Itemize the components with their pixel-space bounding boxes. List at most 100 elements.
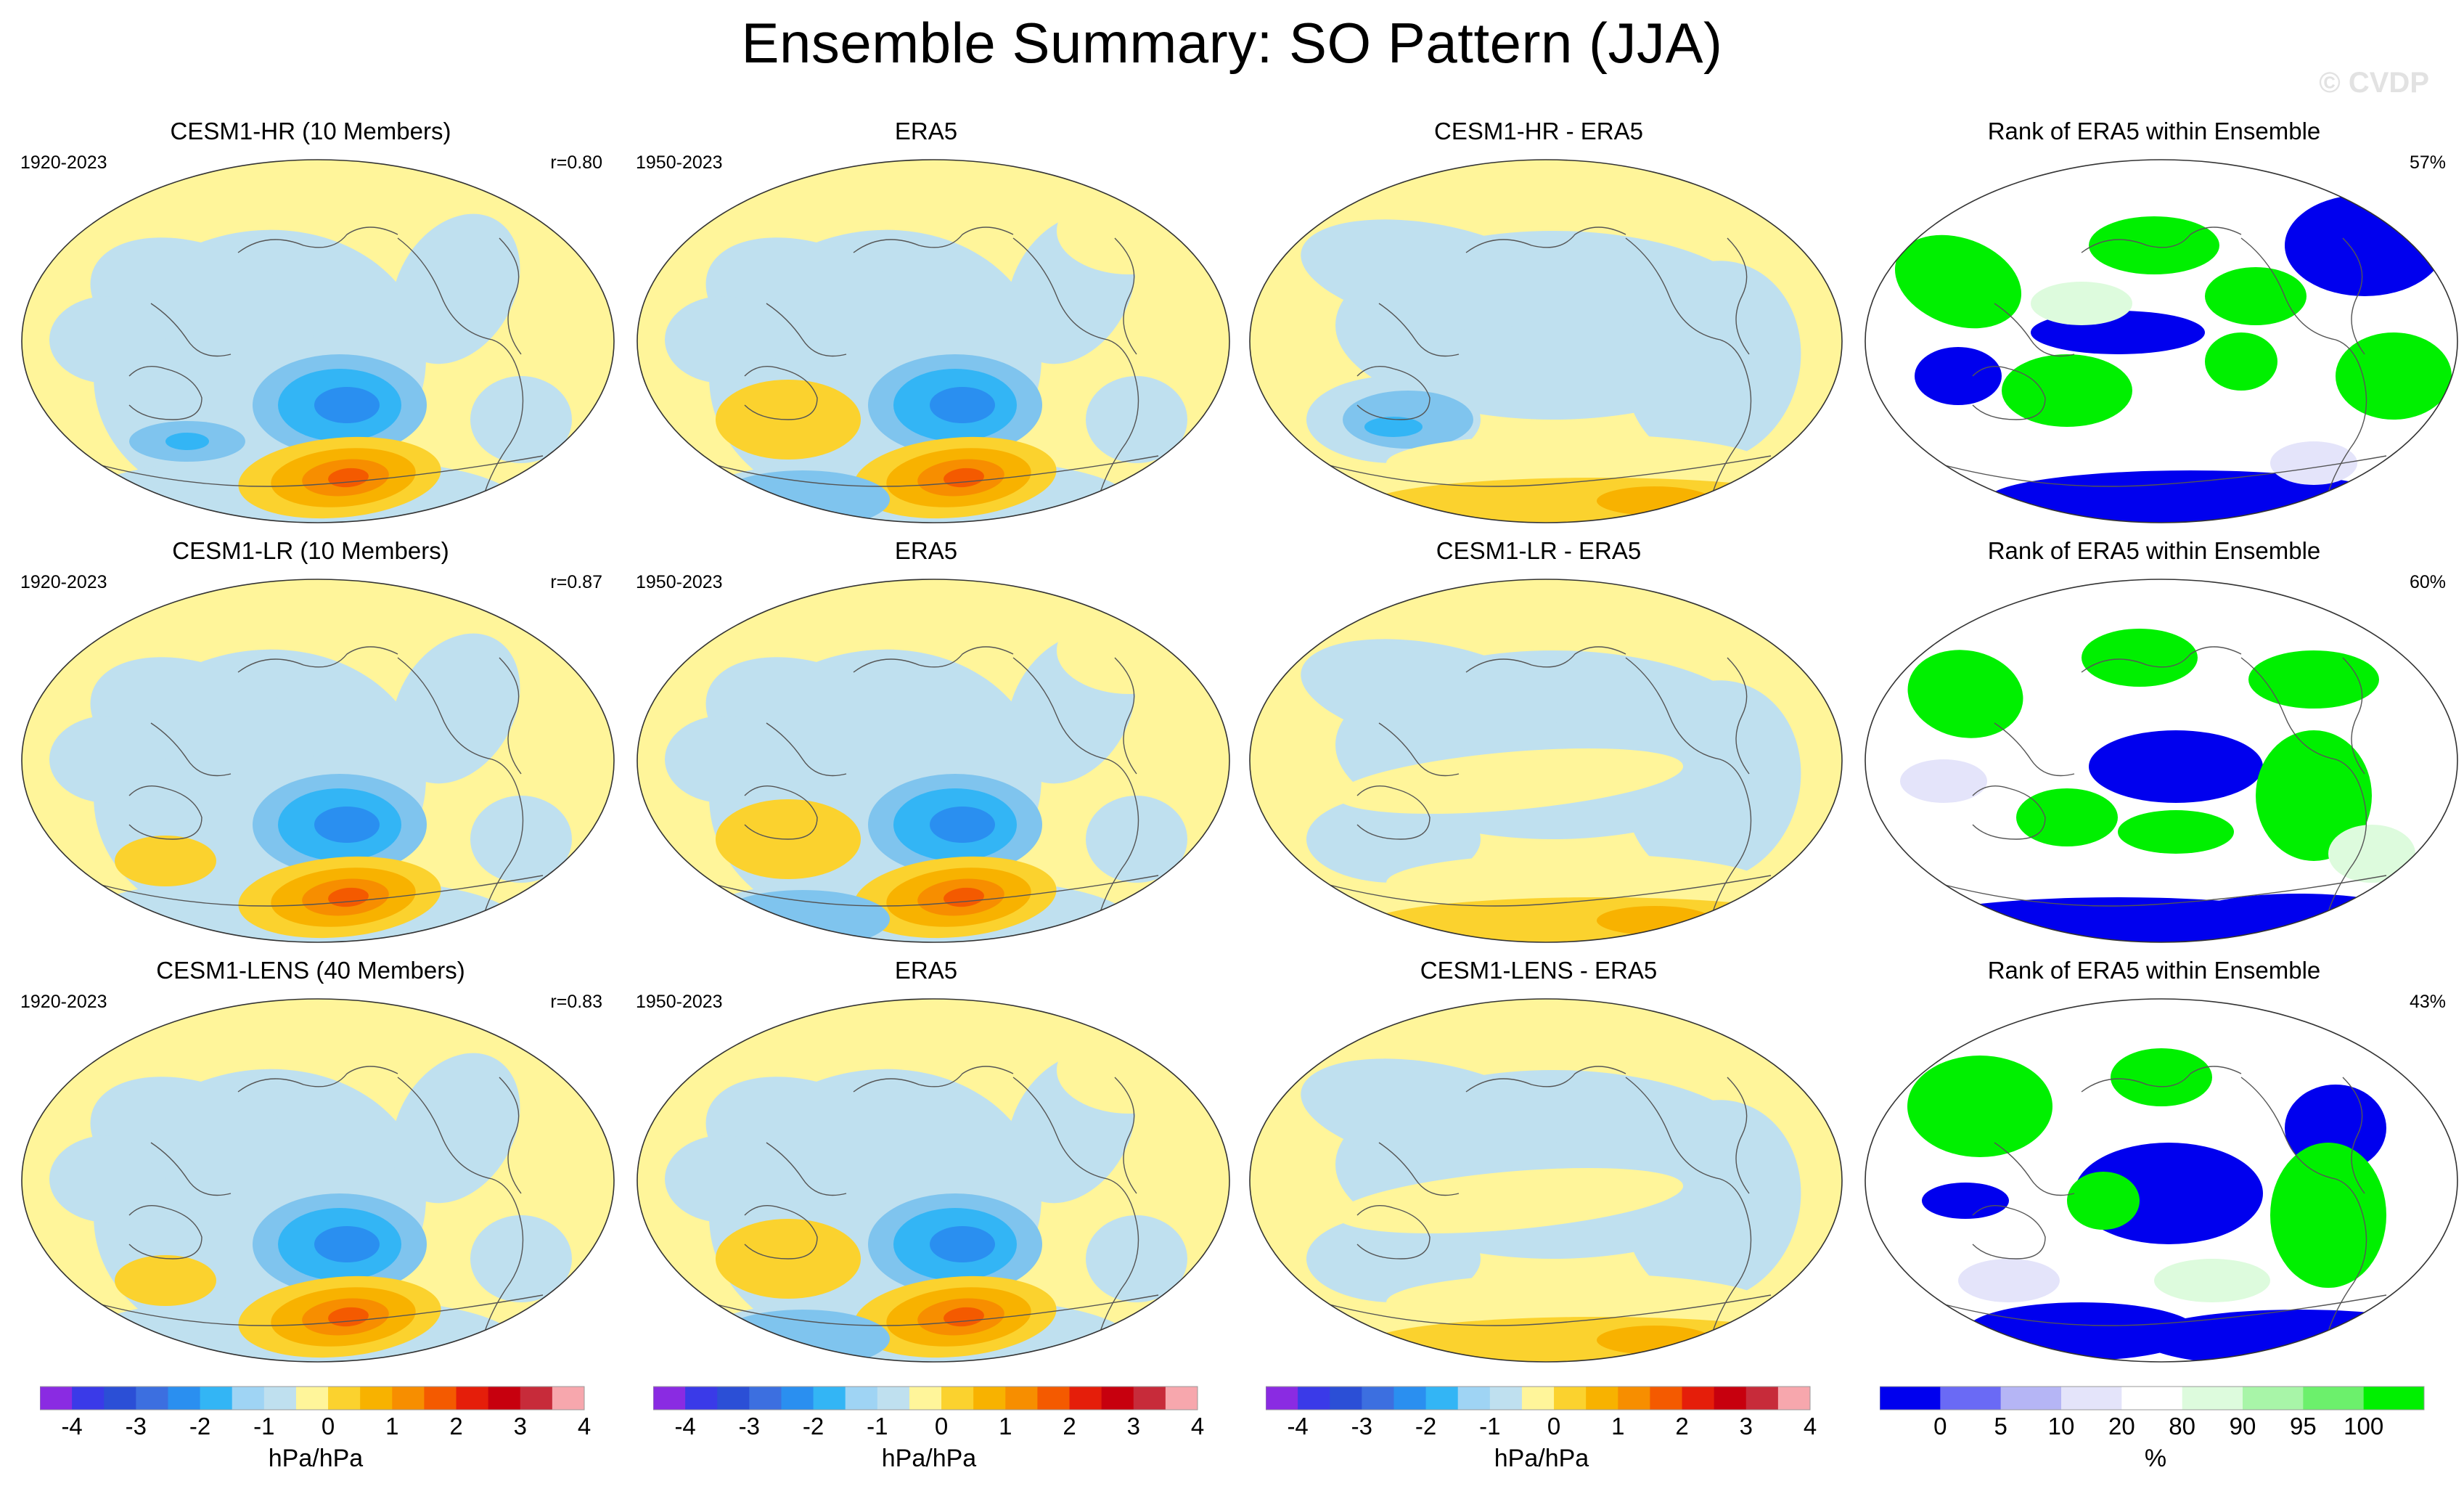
map-contour-region [2118,810,2234,854]
panel-title: Rank of ERA5 within Ensemble [1987,957,2321,984]
map-contour-region [2031,282,2132,325]
map-contour-region [1894,234,2022,329]
colorbar-swatches [653,1386,1198,1411]
coastline [2342,237,2365,355]
map-panel: CESM1-LR - ERA5 [1234,537,1843,944]
map-border [1249,159,1843,523]
map-panel: CESM1-HR - ERA5 [1234,118,1843,524]
coastline [1994,303,2075,357]
coastline [499,657,522,775]
colorbar-swatch [685,1387,718,1410]
colorbar: -4 -3 -2 -1 0 1 2 3 4 hPa/hPa [40,1385,592,1472]
colorbar-swatch [813,1387,846,1410]
map-border [1865,579,2458,943]
colorbar-tick-label: -1 [253,1413,275,1440]
colorbar-tick-label: 1 [1611,1413,1625,1440]
panel-stat-label: 43% [2409,992,2446,1012]
coastline [2240,657,2367,913]
colorbar-swatch [845,1387,878,1410]
coastline [1936,455,2387,487]
colorbar-tick-label: 0 [321,1413,335,1440]
colorbar-tick-label: 4 [577,1413,592,1440]
map-contour-region [49,1135,165,1222]
colorbar-tick-label: 4 [1190,1413,1205,1440]
map-contour-region [165,433,209,450]
colorbar-swatch [1940,1387,2002,1410]
map-contour-region [2154,1259,2270,1302]
map-plot [21,579,615,943]
panel-period-label: 1920-2023 [20,572,107,592]
panel-title: ERA5 [894,537,958,564]
coastline [128,785,202,840]
colorbar-swatch [104,1387,136,1410]
panel-title: Rank of ERA5 within Ensemble [1987,118,2321,144]
map-plot [1865,159,2458,523]
map-contour-region [2336,332,2452,420]
map-contour-region [1364,417,1423,437]
map-contour-region [2205,332,2277,391]
map-contour-region [2248,650,2379,709]
coastline [766,722,847,777]
colorbar-swatch [2243,1387,2304,1410]
map-contour-region [1301,639,1559,749]
coastline [853,226,1014,253]
coastline [744,1205,818,1260]
map-contour-region [665,296,781,383]
coastline [1972,366,2046,420]
map-contour-region [115,836,216,886]
colorbar-swatch [941,1387,974,1410]
map-border [21,159,615,523]
map-contour-region [930,387,995,423]
map-contour-region [1335,1167,1684,1234]
colorbar-swatch [392,1387,425,1410]
map-contour-region [1057,1026,1202,1114]
coastline [766,1142,847,1196]
coastline [1356,785,1430,840]
coastline [1465,646,1626,673]
coastline [1320,455,1772,487]
map-plot [21,159,615,523]
colorbar-swatch [328,1387,361,1410]
colorbar-swatch [488,1387,521,1410]
colorbar: 0 5 10 20 80 90 95 100% [1880,1385,2431,1472]
panel-period-label: 1950-2023 [636,992,723,1012]
colorbar-tick-label: 3 [1739,1413,1753,1440]
coastline [2342,1077,2365,1194]
map-contour-region [2067,1172,2140,1230]
colorbar-tick-label: 0 [934,1413,949,1440]
map-contour-region [1900,759,1987,803]
map-contour-region [1915,347,2002,405]
map-plot [637,159,1230,523]
coastline [150,303,232,357]
coastline [92,875,544,907]
colorbar-swatches [1266,1386,1811,1411]
colorbar-swatch [973,1387,1006,1410]
colorbar-swatch [295,1387,329,1410]
coastline [499,237,522,355]
map-contour-region [1301,1058,1559,1169]
colorbar-tick-label: 4 [1803,1413,1817,1440]
colorbar-swatch [40,1387,73,1410]
map-border [1865,998,2458,1363]
map-contour-region [1301,219,1559,330]
colorbar-tick-label: 5 [1994,1413,2007,1440]
coastline [1012,237,1139,493]
panel-title: CESM1-HR - ERA5 [1434,118,1643,144]
map-contour-region [1597,1326,1713,1355]
coastline [92,455,544,487]
colorbar-swatch [2363,1387,2425,1410]
colorbar-swatch [1393,1387,1427,1410]
colorbar-swatch [1650,1387,1683,1410]
coastline [2081,646,2242,673]
map-contour-region [2183,894,2415,942]
colorbar-swatch [1714,1387,1747,1410]
coastline [744,366,818,420]
map-contour-region [2082,629,2198,687]
colorbar-tick-label: 2 [1063,1413,1076,1440]
map-border [21,579,615,943]
colorbar-tick-label: 3 [1126,1413,1140,1440]
map-panel: Rank of ERA5 within Ensemble 60% [1849,537,2459,944]
map-plot [637,579,1230,943]
colorbar-swatch [1521,1387,1555,1410]
coastline [1936,1294,2387,1326]
